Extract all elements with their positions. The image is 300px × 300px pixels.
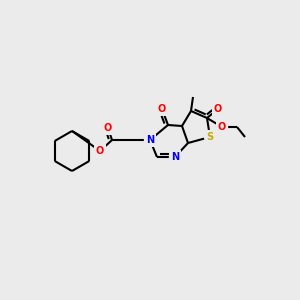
Circle shape — [205, 131, 215, 142]
Text: O: O — [96, 146, 104, 156]
Text: O: O — [218, 122, 226, 132]
Text: O: O — [214, 104, 222, 114]
Circle shape — [103, 122, 113, 134]
Text: N: N — [171, 152, 179, 162]
Circle shape — [157, 103, 167, 115]
Text: O: O — [96, 146, 104, 156]
Text: O: O — [214, 104, 222, 114]
Circle shape — [217, 122, 227, 133]
Text: O: O — [158, 104, 166, 114]
Text: N: N — [171, 152, 179, 162]
Text: O: O — [158, 104, 166, 114]
Circle shape — [169, 152, 181, 163]
Text: O: O — [218, 122, 226, 132]
Text: S: S — [206, 132, 214, 142]
Text: O: O — [104, 123, 112, 133]
Circle shape — [145, 134, 155, 146]
Circle shape — [94, 146, 106, 157]
Text: S: S — [206, 132, 214, 142]
Circle shape — [212, 103, 224, 115]
Text: N: N — [146, 135, 154, 145]
Text: N: N — [146, 135, 154, 145]
Text: O: O — [104, 123, 112, 133]
